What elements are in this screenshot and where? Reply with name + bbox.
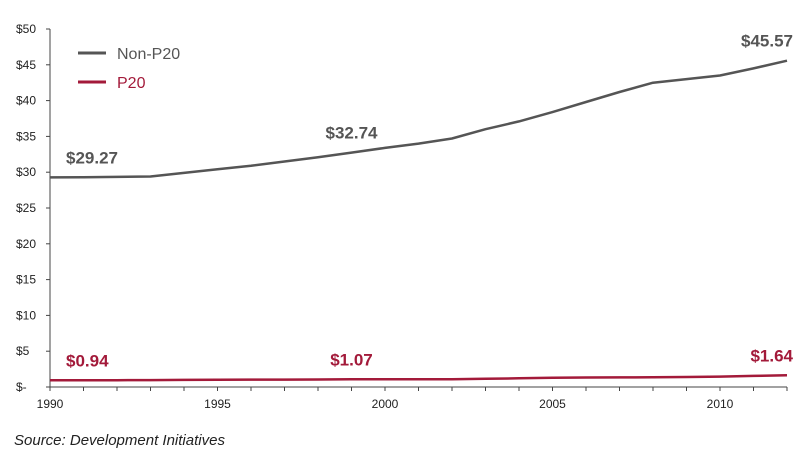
series-line-non-p20: [49, 59, 788, 179]
series-line-p20: [50, 374, 788, 382]
legend-label: P20: [117, 75, 146, 92]
y-tick-label: $-: [16, 380, 27, 394]
y-tick-label: $15: [16, 273, 36, 287]
source-note: Source: Development Initiatives: [14, 432, 225, 449]
y-tick-label: $25: [16, 201, 36, 215]
y-tick-label: $50: [16, 22, 36, 36]
data-label: $32.74: [326, 124, 379, 143]
y-tick-label: $40: [16, 94, 36, 108]
y-tick-label: $35: [16, 129, 36, 143]
y-tick-label: $30: [16, 165, 36, 179]
y-tick-label: $45: [16, 58, 36, 72]
data-label: $1.07: [330, 350, 373, 369]
data-label: $0.94: [66, 351, 109, 370]
x-tick-label: 1995: [204, 397, 231, 411]
x-tick-label: 2005: [539, 397, 566, 411]
line-chart: $50 $45 $40 $35 $30 $25 $20 $15 $10 $5 $- 1990 1995 2…: [16, 22, 794, 411]
y-tick-label: $5: [16, 344, 30, 358]
data-label: $29.27: [66, 148, 118, 167]
data-label: $1.64: [750, 346, 793, 365]
x-tick-label: 2000: [372, 397, 399, 411]
x-tick-label: 1990: [37, 397, 64, 411]
x-tick-label: 2010: [707, 397, 734, 411]
data-label: $45.57: [741, 32, 793, 51]
y-tick-label: $20: [16, 237, 36, 251]
legend-label: Non-P20: [117, 46, 180, 63]
y-tick-label: $10: [16, 308, 36, 322]
